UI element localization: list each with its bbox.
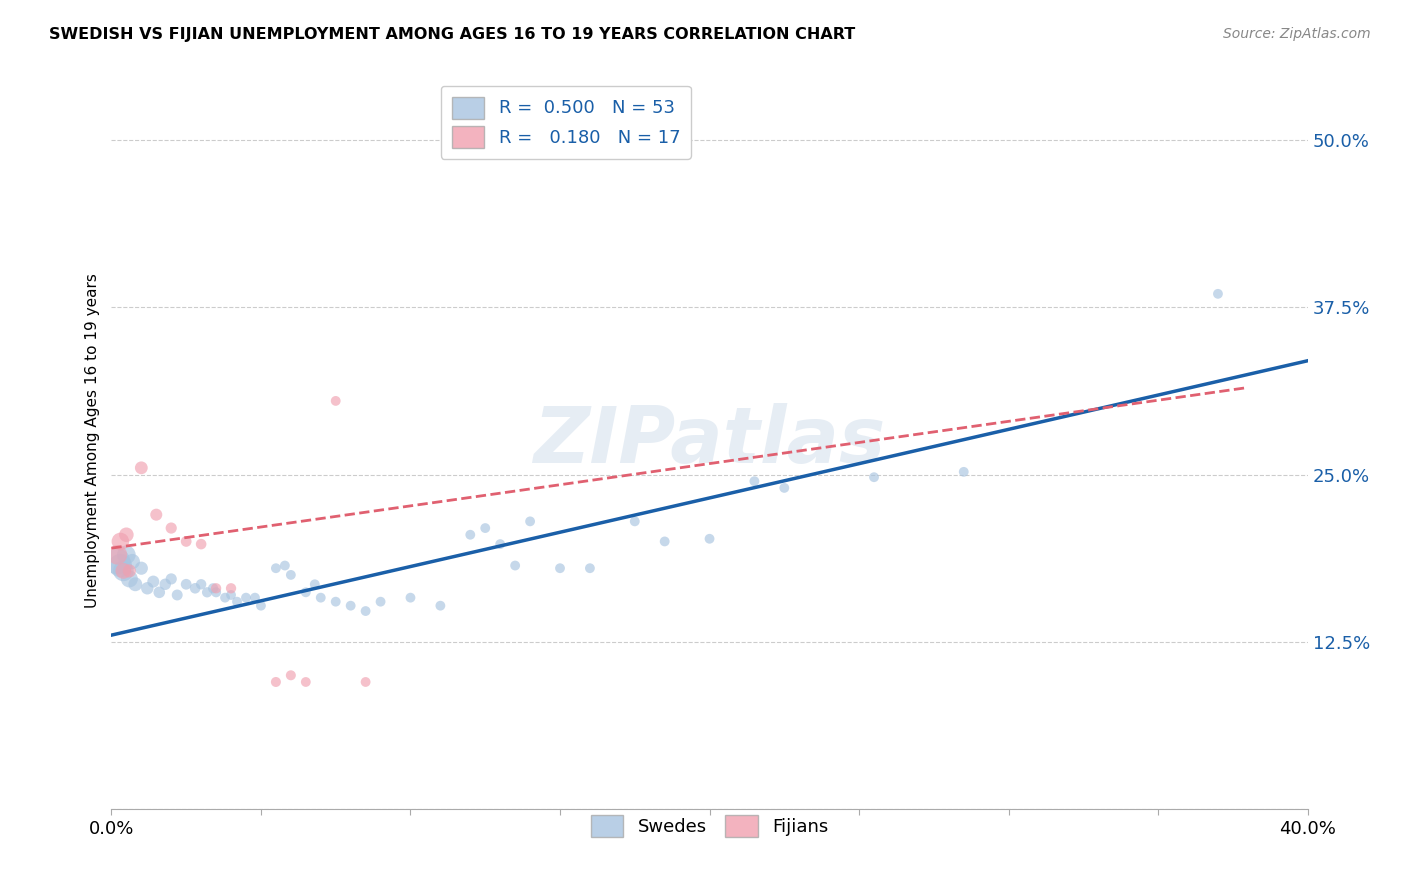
Point [458,527,481,541]
Point [226,595,249,609]
Point [136,582,159,596]
Point [699,532,721,546]
Point [654,534,676,549]
Point [474,521,496,535]
Y-axis label: Unemployment Among Ages 16 to 19 years: Unemployment Among Ages 16 to 19 years [86,274,100,608]
Text: ZIPatlas: ZIPatlas [533,403,886,479]
Point [1206,286,1229,301]
Point [325,393,347,408]
Point [118,564,141,578]
Point [115,548,138,562]
Legend: Swedes, Fijians: Swedes, Fijians [583,808,835,845]
Point [202,582,225,596]
Point [773,481,796,495]
Point [115,527,138,541]
Point [124,577,146,591]
Point [105,555,128,569]
Point [205,582,228,596]
Point [148,585,170,599]
Point [131,561,153,575]
Point [503,558,526,573]
Point [274,558,297,573]
Point [399,591,422,605]
Point [160,521,183,535]
Point [195,585,218,599]
Point [429,599,451,613]
Point [112,564,135,578]
Point [354,675,377,690]
Point [250,599,273,613]
Point [243,591,266,605]
Point [110,558,132,573]
Point [190,577,212,591]
Point [110,534,132,549]
Point [131,460,153,475]
Point [184,582,207,596]
Point [744,474,766,488]
Point [174,534,197,549]
Point [264,561,287,575]
Point [214,591,236,605]
Point [280,668,302,682]
Point [166,588,188,602]
Point [118,572,141,586]
Point [294,675,316,690]
Point [219,588,242,602]
Point [309,591,332,605]
Point [174,577,197,591]
Point [160,572,183,586]
Point [370,595,392,609]
Point [280,568,302,582]
Point [579,561,602,575]
Point [264,675,287,690]
Point [145,508,167,522]
Point [155,577,177,591]
Point [339,599,361,613]
Point [121,555,143,569]
Point [623,514,645,528]
Text: SWEDISH VS FIJIAN UNEMPLOYMENT AMONG AGES 16 TO 19 YEARS CORRELATION CHART: SWEDISH VS FIJIAN UNEMPLOYMENT AMONG AGE… [49,27,855,42]
Point [304,577,326,591]
Point [190,537,212,551]
Point [489,537,512,551]
Point [354,604,377,618]
Point [325,595,347,609]
Point [548,561,571,575]
Text: Source: ZipAtlas.com: Source: ZipAtlas.com [1223,27,1371,41]
Point [205,585,228,599]
Point [142,574,165,589]
Point [105,548,128,562]
Point [294,585,316,599]
Point [235,591,257,605]
Point [112,564,135,578]
Point [519,514,541,528]
Point [863,470,886,484]
Point [219,582,242,596]
Point [952,465,974,479]
